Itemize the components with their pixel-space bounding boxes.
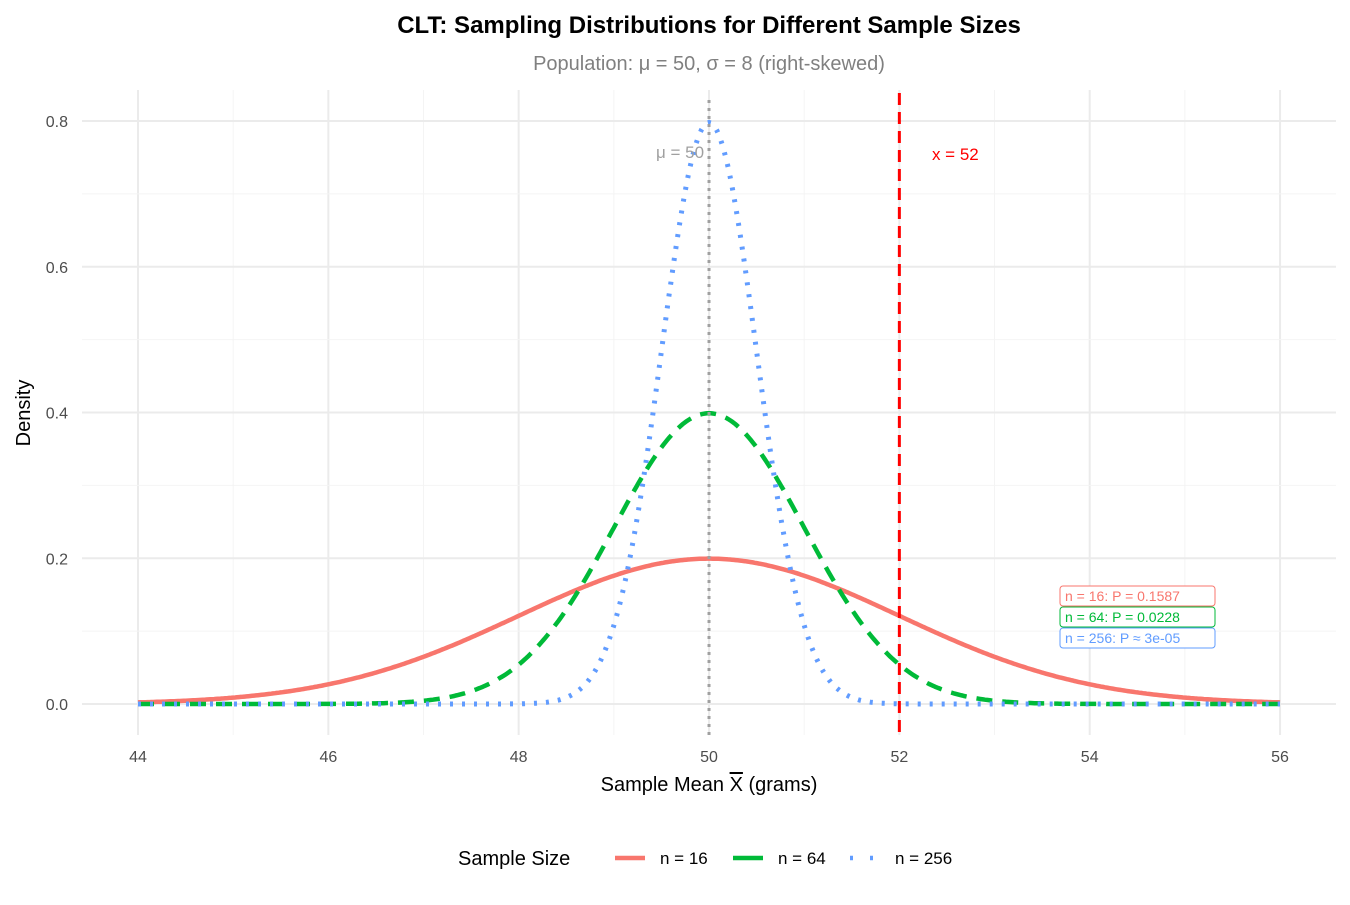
chart-subtitle: Population: μ = 50, σ = 8 (right-skewed) — [533, 53, 885, 75]
y-tick-label: 0.8 — [46, 114, 68, 131]
y-axis-label: Density — [13, 380, 35, 447]
mean-label: μ = 50 — [656, 143, 704, 162]
x-tick-label: 52 — [890, 749, 908, 766]
x-tick-label: 54 — [1081, 749, 1099, 766]
x-tick-label: 56 — [1271, 749, 1289, 766]
legend-label: n = 16 — [660, 849, 708, 868]
x-tick-label: 48 — [510, 749, 528, 766]
annotation-probability: n = 64: P = 0.0228 — [1065, 609, 1180, 625]
threshold-label: x = 52 — [932, 145, 979, 164]
x-tick-label: 46 — [319, 749, 337, 766]
legend-label: n = 256 — [895, 849, 952, 868]
x-tick-label: 44 — [129, 749, 147, 766]
y-tick-label: 0.2 — [46, 551, 68, 568]
x-tick-label: 50 — [700, 749, 718, 766]
y-tick-label: 0.4 — [46, 406, 68, 423]
x-axis-label: Sample Mean X (grams) — [601, 774, 818, 796]
legend-label: n = 64 — [778, 849, 826, 868]
annotation-box — [1059, 627, 1216, 649]
y-tick-label: 0.6 — [46, 260, 68, 277]
y-tick-label: 0.0 — [46, 697, 68, 714]
legend-title: Sample Size — [458, 848, 570, 870]
chart-title: CLT: Sampling Distributions for Differen… — [397, 12, 1021, 39]
series-line-n256 — [138, 119, 1280, 707]
annotation-probability: n = 16: P = 0.1587 — [1065, 588, 1180, 604]
annotation-box — [1059, 585, 1216, 607]
annotation-box — [1059, 606, 1216, 628]
annotation-probability: n = 256: P ≈ 3e-05 — [1065, 630, 1180, 646]
